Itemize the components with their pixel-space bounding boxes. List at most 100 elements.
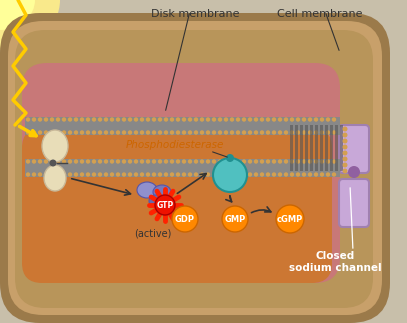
Text: Disk membrane: Disk membrane [151, 9, 239, 19]
Circle shape [278, 130, 282, 135]
Bar [295, 125, 298, 171]
Circle shape [38, 130, 42, 135]
Circle shape [200, 130, 204, 135]
Bar [290, 125, 293, 171]
Circle shape [74, 130, 78, 135]
Circle shape [188, 117, 192, 122]
Circle shape [140, 159, 144, 164]
FancyBboxPatch shape [339, 179, 369, 227]
Circle shape [343, 139, 348, 143]
Circle shape [272, 159, 276, 164]
Circle shape [128, 117, 132, 122]
Circle shape [110, 117, 114, 122]
Text: cGMP: cGMP [277, 214, 303, 224]
Circle shape [308, 130, 312, 135]
Circle shape [230, 172, 234, 177]
Circle shape [26, 130, 30, 135]
Circle shape [128, 172, 132, 177]
Ellipse shape [0, 0, 35, 30]
Circle shape [164, 117, 168, 122]
Ellipse shape [137, 182, 157, 198]
Circle shape [254, 172, 258, 177]
Circle shape [182, 159, 186, 164]
Circle shape [242, 130, 246, 135]
Circle shape [260, 159, 264, 164]
Circle shape [213, 158, 247, 192]
FancyBboxPatch shape [0, 13, 390, 323]
Circle shape [290, 117, 294, 122]
Circle shape [348, 166, 360, 178]
Circle shape [62, 117, 66, 122]
Circle shape [80, 159, 84, 164]
Circle shape [68, 117, 72, 122]
Circle shape [50, 117, 54, 122]
Ellipse shape [153, 185, 171, 199]
Circle shape [116, 130, 120, 135]
Circle shape [164, 172, 168, 177]
Circle shape [332, 159, 336, 164]
Circle shape [146, 130, 150, 135]
Circle shape [176, 159, 180, 164]
Circle shape [266, 130, 270, 135]
Circle shape [50, 130, 54, 135]
Circle shape [86, 159, 90, 164]
Circle shape [314, 172, 318, 177]
Circle shape [254, 159, 258, 164]
Circle shape [26, 172, 30, 177]
Circle shape [86, 130, 90, 135]
Circle shape [230, 159, 234, 164]
Circle shape [26, 117, 30, 122]
Bar [25, 117, 340, 135]
Circle shape [164, 130, 168, 135]
Circle shape [206, 159, 210, 164]
Circle shape [308, 117, 312, 122]
Circle shape [194, 172, 198, 177]
Circle shape [296, 159, 300, 164]
Circle shape [92, 159, 96, 164]
Bar [315, 125, 318, 171]
Circle shape [230, 130, 234, 135]
Circle shape [276, 205, 304, 233]
Circle shape [116, 117, 120, 122]
FancyBboxPatch shape [22, 63, 340, 283]
Circle shape [86, 117, 90, 122]
Circle shape [326, 130, 330, 135]
Circle shape [38, 159, 42, 164]
Circle shape [146, 117, 150, 122]
Circle shape [44, 130, 48, 135]
Circle shape [242, 172, 246, 177]
Circle shape [152, 172, 156, 177]
Circle shape [284, 117, 288, 122]
Circle shape [230, 117, 234, 122]
Circle shape [320, 130, 324, 135]
Circle shape [158, 117, 162, 122]
Circle shape [290, 159, 294, 164]
Circle shape [158, 159, 162, 164]
Circle shape [218, 159, 222, 164]
Circle shape [206, 172, 210, 177]
Circle shape [155, 195, 175, 215]
Circle shape [182, 117, 186, 122]
Text: (active): (active) [134, 228, 172, 238]
Circle shape [343, 144, 348, 150]
Circle shape [92, 117, 96, 122]
Circle shape [44, 117, 48, 122]
Circle shape [320, 117, 324, 122]
Circle shape [314, 130, 318, 135]
Circle shape [92, 172, 96, 177]
Bar [340, 125, 343, 171]
Circle shape [38, 172, 42, 177]
Circle shape [224, 172, 228, 177]
Circle shape [32, 172, 36, 177]
Circle shape [212, 130, 216, 135]
Circle shape [272, 172, 276, 177]
Circle shape [212, 117, 216, 122]
Circle shape [110, 130, 114, 135]
Circle shape [314, 159, 318, 164]
Circle shape [284, 159, 288, 164]
Circle shape [176, 172, 180, 177]
Bar [330, 125, 333, 171]
Circle shape [260, 172, 264, 177]
Circle shape [236, 159, 240, 164]
Circle shape [224, 117, 228, 122]
